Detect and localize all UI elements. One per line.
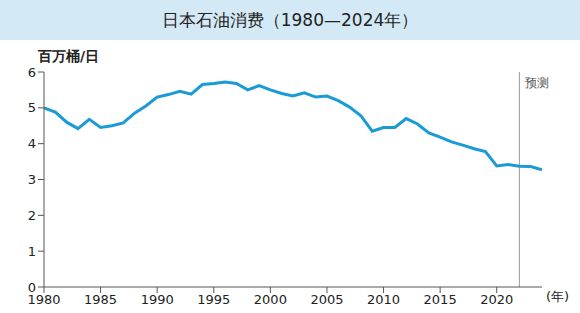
html-text:百万桶/日: 百万桶/日 [38,48,100,64]
svg-text:2015: 2015 [424,292,457,307]
svg-text:1980: 1980 [27,292,61,308]
svg-text:1985: 1985 [84,292,117,307]
svg-text:4: 4 [28,136,36,151]
svg-text:预测: 预测 [525,76,549,90]
svg-text:1995: 1995 [197,292,230,307]
svg-text:5: 5 [28,100,36,115]
svg-text:2005: 2005 [310,292,343,307]
svg-text:1: 1 [28,244,36,259]
svg-text:2020: 2020 [480,292,513,307]
svg-text:3: 3 [28,172,36,187]
svg-text:0: 0 [28,280,36,295]
html-text:(年): (年) [546,289,570,304]
html-text:日本石油消费（1980—2024年）: 日本石油消费（1980—2024年） [161,9,419,30]
svg-text:1990: 1990 [141,292,174,307]
svg-text:2000: 2000 [254,292,287,307]
svg-text:6: 6 [28,65,36,80]
svg-text:2010: 2010 [367,292,400,307]
svg-text:2: 2 [28,208,36,223]
